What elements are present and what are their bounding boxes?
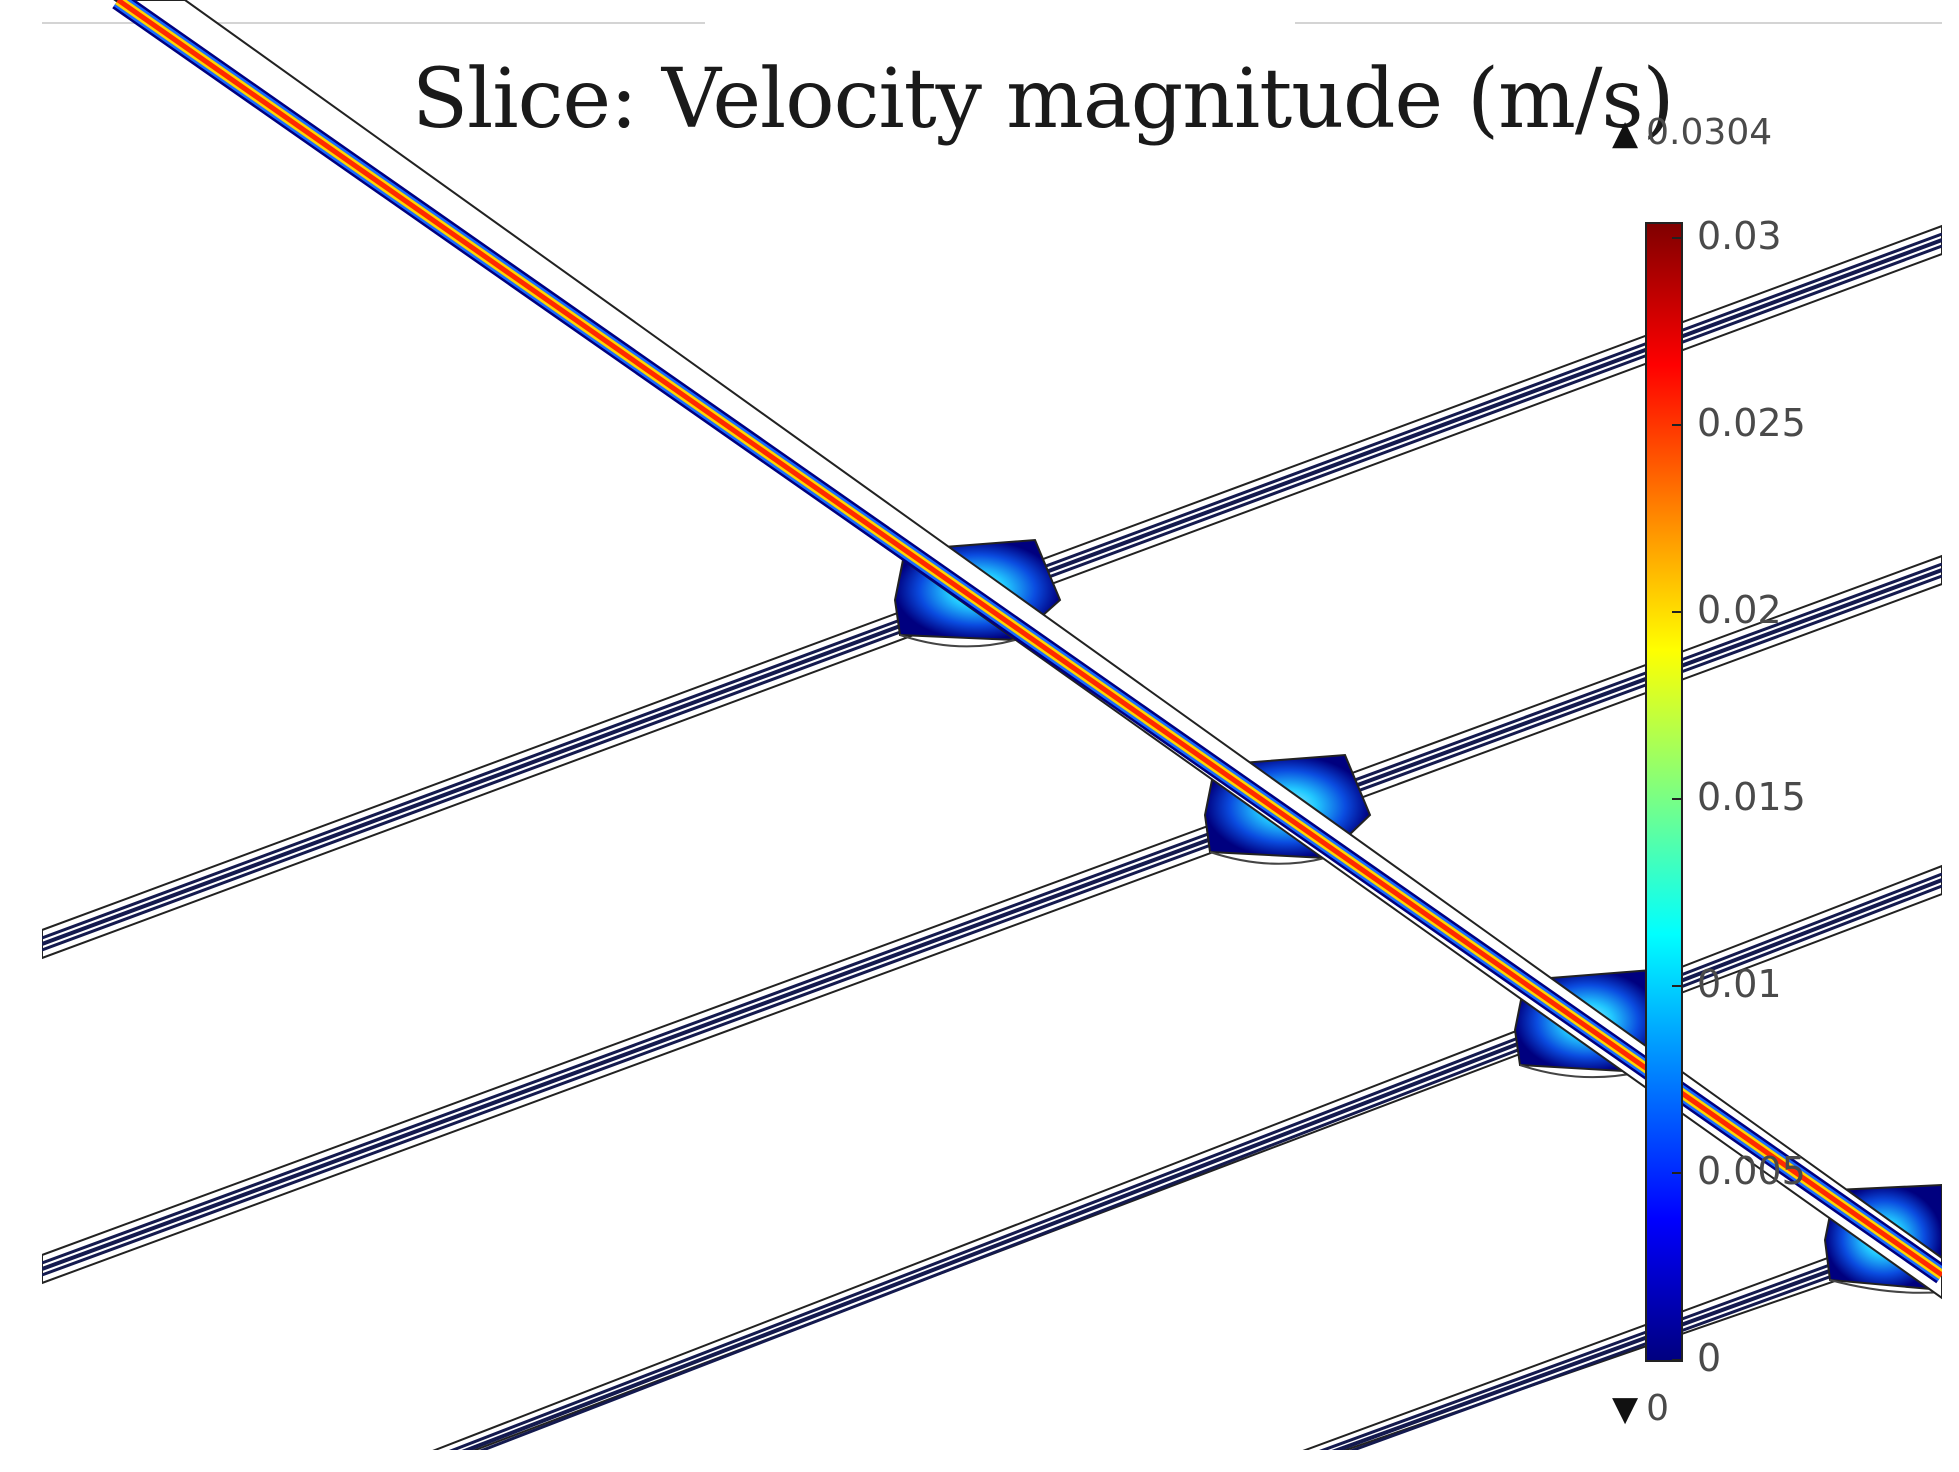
colorbar-min-marker: ▼ 0 [1612, 1388, 1669, 1429]
colorbar-tick-label: 0.01 [1697, 962, 1782, 1006]
plot-title: Slice: Velocity magnitude (m/s) [412, 52, 1675, 147]
colorbar-tick-label: 0.03 [1697, 214, 1782, 258]
colorbar-max-marker: ▲ 0.0304 [1612, 112, 1772, 153]
colorbar-tick-label: 0.005 [1697, 1149, 1806, 1193]
main-diagonal-channel [112, 0, 1942, 1300]
colorbar-max-value: 0.0304 [1646, 112, 1773, 153]
colorbar-min-value: 0 [1646, 1388, 1670, 1429]
triangle-down-icon: ▼ [1612, 1389, 1639, 1429]
colorbar-tick-label: 0.015 [1697, 775, 1806, 819]
transverse-channel-2 [42, 554, 1942, 1285]
triangle-up-icon: ▲ [1612, 113, 1639, 153]
colorbar-tick-label: 0.025 [1697, 401, 1806, 445]
colorbar-tick-label: 0.02 [1697, 588, 1782, 632]
colorbar-ticks [1672, 237, 1682, 1361]
channel-network [42, 0, 1942, 1450]
colorbar-tick-label: 0 [1697, 1336, 1722, 1380]
colorbar [1645, 222, 1683, 1362]
